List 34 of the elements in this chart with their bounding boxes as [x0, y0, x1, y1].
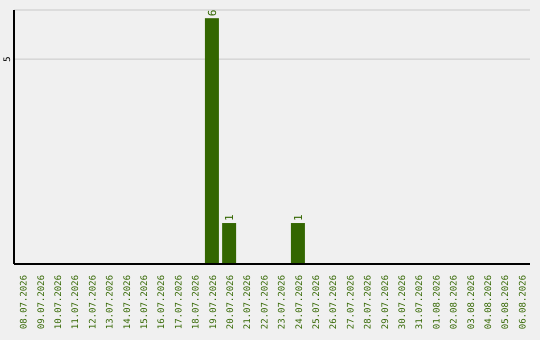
data-label: 1 — [223, 214, 236, 222]
x-tick-label: 25.07.2026 — [312, 275, 322, 330]
x-tick-label: 15.07.2026 — [140, 275, 150, 330]
x-tick-label: 14.07.2026 — [122, 275, 133, 330]
data-label: 1 — [292, 214, 305, 222]
x-tick-label: 12.07.2026 — [88, 275, 98, 330]
x-tick-label: 13.07.2026 — [106, 275, 116, 330]
x-tick-label: 01.08.2026 — [432, 275, 442, 330]
x-tick-label: 23.07.2026 — [278, 275, 288, 330]
x-tick-label: 19.07.2026 — [208, 275, 219, 330]
x-tick-label: 24.07.2026 — [294, 275, 305, 330]
x-tick-label: 09.07.2026 — [36, 275, 47, 330]
x-tick-label: 27.07.2026 — [346, 275, 356, 330]
x-tick-label: 30.07.2026 — [398, 275, 408, 330]
x-tick-label: 17.07.2026 — [174, 275, 184, 330]
x-tick-label: 03.08.2026 — [466, 275, 477, 330]
x-tick-label: 10.07.2026 — [54, 275, 64, 330]
x-tick-label: 16.07.2026 — [157, 275, 168, 330]
x-tick-label: 02.08.2026 — [450, 275, 460, 330]
x-tick-label: 06.08.2026 — [518, 275, 528, 330]
x-tick-label: 22.07.2026 — [260, 275, 270, 330]
y-tick-label: 5 — [3, 56, 13, 62]
x-tick-label: 31.07.2026 — [415, 275, 426, 330]
data-label: 6 — [206, 10, 219, 16]
x-tick-label: 28.07.2026 — [364, 275, 374, 330]
x-tick-label: 11.07.2026 — [71, 275, 82, 330]
x-tick-label: 05.08.2026 — [501, 275, 512, 330]
x-tick-label: 29.07.2026 — [380, 275, 391, 330]
x-tick-label: 04.08.2026 — [484, 275, 494, 330]
x-tick-label: 26.07.2026 — [329, 275, 340, 330]
x-tick-label: 18.07.2026 — [192, 275, 202, 330]
x-tick-label: 08.07.2026 — [20, 275, 30, 330]
x-tick-label: 21.07.2026 — [243, 275, 254, 330]
x-tick-label: 20.07.2026 — [226, 275, 236, 330]
